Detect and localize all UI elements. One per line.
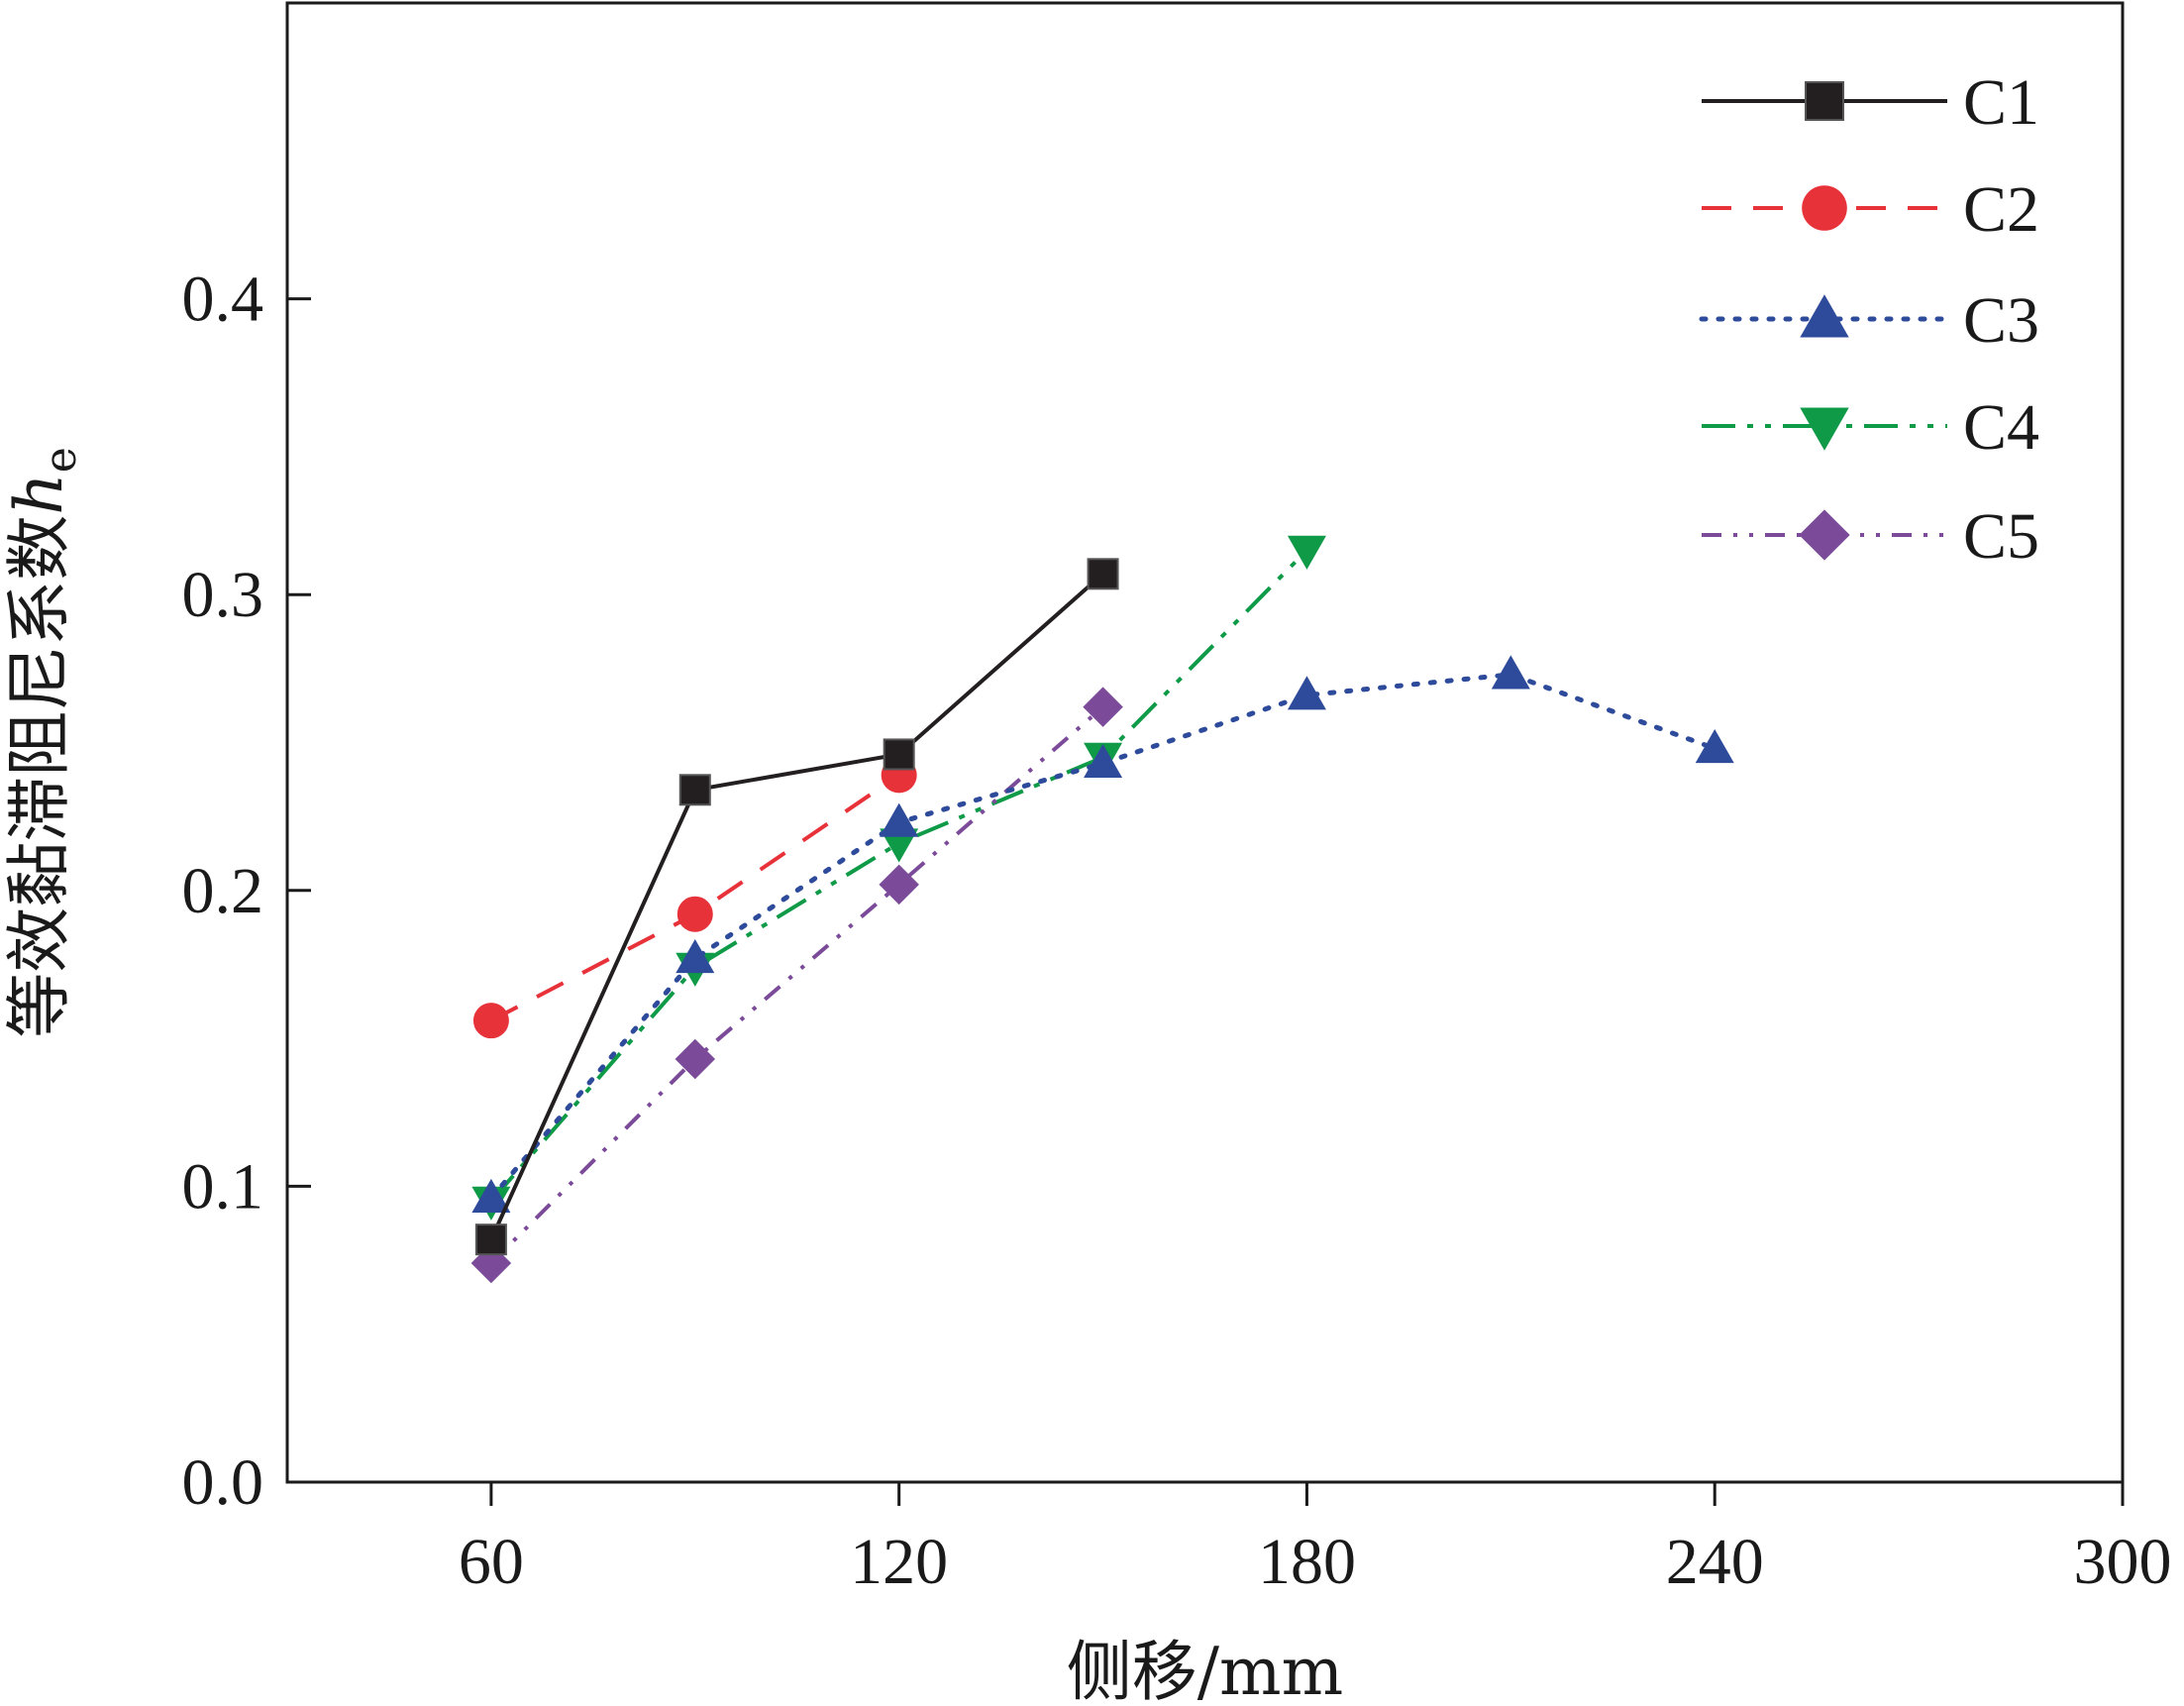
marker-triangle-up: [471, 1178, 511, 1213]
legend-label-C4: C4: [1963, 391, 2039, 464]
y-axis-title-text: 等效黏滞阻尼系数: [1, 515, 77, 1038]
marker-triangle-down: [1287, 535, 1326, 570]
legend-item-C1: C1: [1702, 66, 2039, 139]
marker-circle: [472, 1003, 509, 1039]
marker-triangle-up: [1287, 676, 1326, 710]
x-tick-label: 300: [2074, 1526, 2172, 1598]
marker-diamond: [879, 864, 919, 906]
marker-triangle-up: [1084, 743, 1123, 779]
series-C1: [474, 558, 1119, 1256]
marker-triangle-up: [880, 802, 919, 837]
marker-diamond: [1083, 687, 1123, 727]
marker-diamond: [675, 1038, 716, 1080]
marker-circle: [1802, 185, 1847, 231]
series-C3: [471, 655, 1734, 1213]
marker-square: [474, 1224, 507, 1256]
marker-triangle-down: [1800, 407, 1849, 451]
legend-item-C5: C5: [1702, 500, 2039, 573]
legend-label-C3: C3: [1963, 284, 2039, 357]
y-axis-title-symbol: h: [1, 473, 77, 515]
plot-area-frame: [285, 1, 2125, 1484]
legend-item-C2: C2: [1702, 173, 2039, 246]
legend-label-C2: C2: [1963, 173, 2039, 246]
marker-square: [1805, 81, 1844, 121]
x-axis-title: 侧移/mm: [1067, 1634, 1343, 1706]
y-tick-label: 0.0: [182, 1446, 264, 1519]
marker-triangle-up: [676, 938, 715, 974]
x-tick-label: 180: [1258, 1526, 1356, 1598]
series-C2: [472, 757, 917, 1039]
marker-triangle-up: [1800, 294, 1849, 338]
legend-item-C3: C3: [1699, 284, 2039, 357]
marker-square: [678, 774, 711, 806]
marker-square: [883, 738, 915, 771]
marker-diamond: [1799, 509, 1850, 561]
series-line-C5: [489, 705, 1104, 1265]
series-line-C1: [489, 572, 1104, 1240]
y-tick-label: 0.1: [182, 1150, 264, 1223]
y-tick-label: 0.3: [182, 559, 264, 631]
marker-triangle-up: [1491, 655, 1530, 690]
series-C5: [470, 687, 1123, 1284]
axes: 60 120 180 240 300 0.0 0.1 0.2 0.3 0.4: [182, 264, 2172, 1598]
x-tick-label: 240: [1666, 1526, 1764, 1598]
marker-circle: [676, 896, 713, 932]
x-tick-label: 60: [459, 1526, 524, 1598]
legend-label-C5: C5: [1963, 500, 2039, 573]
y-tick-label: 0.4: [182, 264, 264, 336]
y-tick-label: 0.2: [182, 855, 264, 927]
marker-triangle-up: [1695, 728, 1734, 764]
legend-label-C1: C1: [1963, 66, 2039, 139]
marker-triangle-down: [880, 828, 919, 863]
x-tick-label: 120: [850, 1526, 948, 1598]
y-axis-title-subscript: e: [36, 447, 86, 473]
series-layer: [470, 535, 1734, 1284]
legend-item-C4: C4: [1702, 391, 2039, 464]
marker-square: [1087, 558, 1119, 590]
y-axis-title: 等效黏滞阻尼系数he: [1, 447, 86, 1038]
legend: C1 C2 C3 C4 C5: [1699, 66, 2039, 573]
